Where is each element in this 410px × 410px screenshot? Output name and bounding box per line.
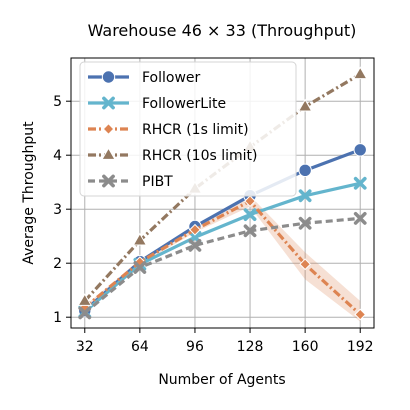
data-point bbox=[299, 258, 312, 271]
series-4 bbox=[78, 211, 367, 320]
data-point bbox=[298, 216, 312, 230]
legend: Follower FollowerLite RHCR (1s limit) RHCR … bbox=[79, 61, 297, 197]
data-point bbox=[354, 308, 367, 321]
series-2 bbox=[78, 195, 367, 321]
legend-entry: RHCR (10s limit) bbox=[88, 147, 258, 164]
data-point bbox=[298, 163, 312, 178]
data-point bbox=[298, 189, 312, 203]
data-point bbox=[243, 208, 257, 221]
series-group bbox=[77, 66, 368, 321]
legend-marker bbox=[101, 147, 116, 160]
y-tick-label: 1 bbox=[53, 310, 62, 326]
data-point bbox=[353, 176, 367, 190]
series-1 bbox=[78, 176, 367, 319]
data-point bbox=[133, 261, 147, 274]
legend-entry: RHCR (1s limit) bbox=[88, 122, 249, 138]
x-tick-label: 32 bbox=[76, 339, 94, 355]
y-tick-label: 3 bbox=[53, 202, 62, 218]
x-tick-label: 160 bbox=[292, 339, 319, 355]
y-tick-label: 5 bbox=[53, 94, 62, 110]
legend-entry: PIBT bbox=[88, 174, 173, 190]
data-point bbox=[243, 224, 257, 238]
x-tick-label: 128 bbox=[237, 339, 264, 355]
series-line bbox=[83, 216, 361, 315]
legend-entry: FollowerLite bbox=[88, 96, 226, 112]
y-tick-label: 4 bbox=[53, 148, 62, 164]
series-line bbox=[83, 181, 361, 314]
data-point bbox=[244, 195, 256, 208]
x-axis: 32 64 96 128 160 192 bbox=[76, 328, 374, 355]
legend-label: Follower bbox=[142, 70, 201, 86]
data-point bbox=[132, 232, 148, 246]
y-axis: 1 2 3 4 5 bbox=[53, 94, 71, 326]
legend-label: PIBT bbox=[142, 174, 173, 190]
legend-box bbox=[79, 61, 297, 197]
data-point bbox=[353, 211, 367, 225]
series-line bbox=[83, 72, 362, 303]
legend-marker bbox=[102, 123, 115, 135]
y-axis-label: Average Throughput bbox=[21, 121, 37, 265]
data-point bbox=[189, 223, 201, 236]
data-point bbox=[77, 293, 93, 306]
x-tick-label: 64 bbox=[131, 339, 149, 355]
legend-marker bbox=[102, 174, 115, 188]
chart-title: Warehouse 46 × 33 (Throughput) bbox=[88, 21, 357, 40]
series-line bbox=[83, 199, 362, 316]
legend-label: FollowerLite bbox=[142, 96, 226, 112]
data-point bbox=[353, 143, 367, 157]
legend-label: RHCR (1s limit) bbox=[142, 122, 249, 138]
x-tick-label: 96 bbox=[186, 339, 204, 355]
data-point bbox=[188, 238, 202, 252]
plot-frame bbox=[70, 57, 375, 329]
data-point bbox=[352, 66, 368, 80]
x-axis-label: Number of Agents bbox=[158, 372, 285, 388]
legend-entry: Follower bbox=[88, 70, 201, 86]
x-tick-label: 192 bbox=[347, 339, 374, 355]
data-point bbox=[297, 98, 313, 112]
data-point bbox=[78, 306, 92, 320]
legend-marker bbox=[102, 96, 115, 110]
legend-label: RHCR (10s limit) bbox=[142, 148, 258, 164]
legend-marker bbox=[101, 70, 116, 84]
y-tick-label: 2 bbox=[53, 256, 62, 272]
